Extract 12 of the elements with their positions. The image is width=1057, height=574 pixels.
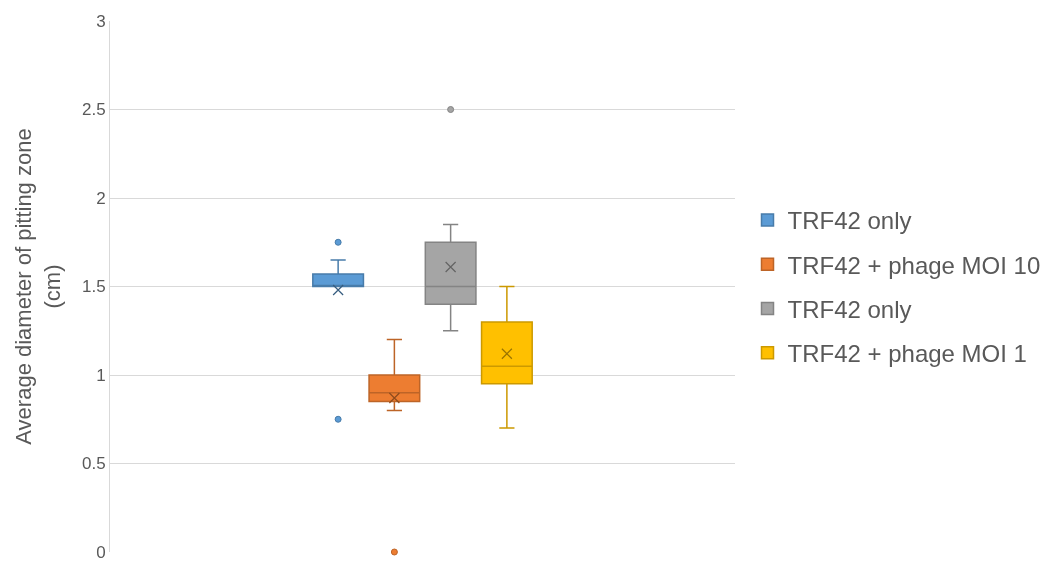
legend-label: TRF42 + phage MOI 1 xyxy=(787,340,1027,368)
y-axis-title: Average diameter of pitting zone (cm) xyxy=(11,128,65,445)
legend-label: TRF42 + phage MOI 10 xyxy=(787,251,1041,279)
legend-label: TRF42 only xyxy=(787,295,912,323)
y-tick-label: 0 xyxy=(96,542,106,562)
y-tick-label: 2 xyxy=(96,188,106,208)
y-tick-label: 1 xyxy=(96,365,106,385)
legend-label: TRF42 only xyxy=(787,207,912,235)
y-tick-label: 3 xyxy=(96,11,106,31)
y-tick-label: 0.5 xyxy=(81,454,106,474)
y-tick-label: 1.5 xyxy=(81,277,106,297)
y-tick-label: 2.5 xyxy=(81,100,106,120)
